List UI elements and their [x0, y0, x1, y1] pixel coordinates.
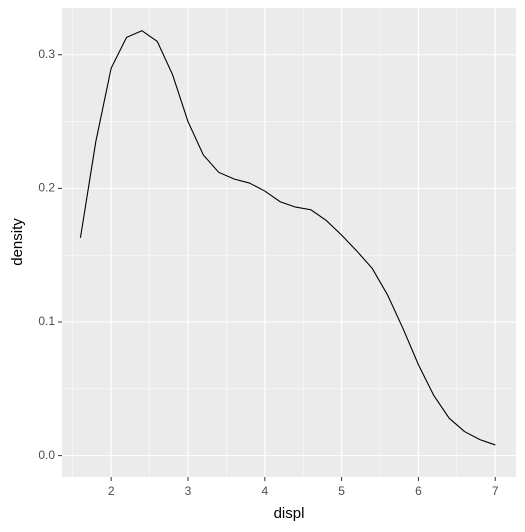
panel [62, 8, 516, 477]
y-tick-label: 0.3 [38, 47, 55, 61]
x-tick-label: 7 [492, 484, 499, 498]
x-tick-label: 2 [108, 484, 115, 498]
y-tick-label: 0.1 [38, 314, 55, 328]
y-axis-title: density [9, 218, 26, 266]
x-axis-title: displ [274, 505, 305, 522]
density-line [79, 30, 496, 446]
x-tick-label: 3 [185, 484, 192, 498]
x-tick-label: 5 [338, 484, 345, 498]
y-tick-label: 0.0 [38, 448, 55, 462]
x-tick-label: 6 [415, 484, 422, 498]
y-tick-label: 0.2 [38, 181, 55, 195]
x-tick-label: 4 [261, 484, 268, 498]
